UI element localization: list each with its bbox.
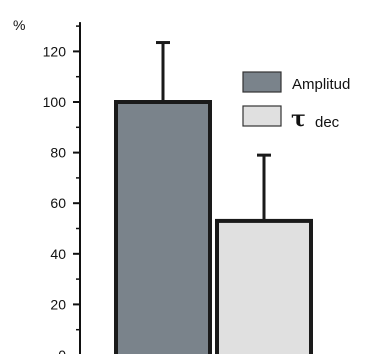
legend-swatch-amplitud bbox=[242, 71, 282, 93]
legend-tau-symbol: τ bbox=[291, 106, 306, 132]
legend: Amplitud τ dec bbox=[242, 71, 350, 132]
y-tick-label: 20 bbox=[50, 296, 66, 312]
bar-amplitud bbox=[114, 100, 212, 354]
legend-label-amplitud: Amplitud bbox=[292, 76, 350, 93]
legend-label-dec: dec bbox=[315, 114, 340, 131]
y-tick-label: 40 bbox=[50, 246, 66, 262]
legend-swatch-tau-dec bbox=[242, 105, 282, 127]
y-tick-label: 100 bbox=[43, 94, 67, 110]
y-unit-label: % bbox=[13, 17, 25, 33]
bar-tau-dec bbox=[215, 218, 313, 354]
y-axis: 0 20 40 60 80 100 120 bbox=[43, 22, 81, 354]
y-tick-label: 80 bbox=[50, 145, 66, 161]
y-tick-label: 120 bbox=[43, 43, 67, 59]
y-tick-label: 0 bbox=[58, 347, 66, 354]
y-tick-label: 60 bbox=[50, 195, 66, 211]
bars bbox=[114, 41, 313, 354]
